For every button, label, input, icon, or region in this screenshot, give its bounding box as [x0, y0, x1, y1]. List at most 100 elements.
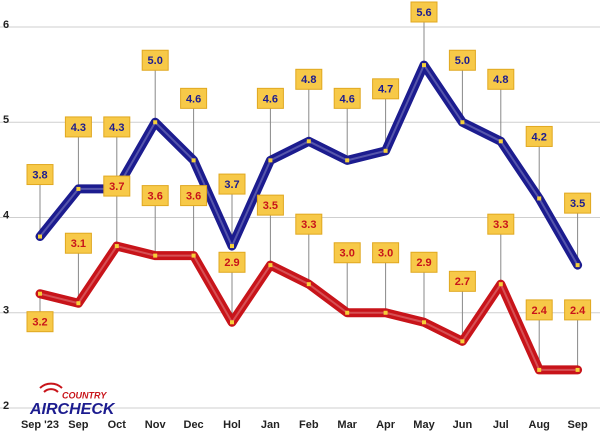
data-point [76, 186, 81, 191]
data-point [230, 244, 234, 249]
value-label: 3.7 [109, 181, 124, 193]
label-box [26, 164, 54, 186]
y-tick-label: 6 [3, 19, 9, 31]
data-point [422, 63, 426, 68]
x-tick-label: Jun [453, 419, 473, 431]
label-box [525, 125, 553, 147]
x-tick-label: Sep [68, 419, 88, 431]
logo: COUNTRY AIRCHECK [29, 382, 116, 418]
value-label: 3.3 [301, 219, 316, 231]
label-box [564, 299, 592, 321]
value-label: 3.1 [71, 238, 86, 250]
label-box [448, 270, 476, 292]
x-tick-label: Jan [261, 419, 280, 431]
x-tick-label: May [413, 419, 435, 431]
data-point [460, 120, 465, 125]
data-point [191, 253, 196, 258]
y-tick-label: 5 [3, 114, 9, 126]
label-box [295, 213, 323, 235]
data-point [460, 339, 465, 344]
data-point [422, 320, 426, 325]
data-point [383, 310, 388, 315]
value-label: 3.5 [263, 200, 278, 212]
label-box [487, 213, 515, 235]
data-point [537, 367, 542, 372]
x-tick-label: Sep '23 [21, 419, 59, 431]
value-label: 3.7 [224, 179, 239, 191]
value-label: 4.6 [263, 93, 278, 105]
label-box [256, 87, 284, 109]
x-tick-label: Feb [299, 419, 319, 431]
label-box [410, 1, 438, 23]
value-label: 3.2 [32, 317, 47, 329]
data-point [306, 139, 311, 144]
x-tick-label: Sep [568, 419, 588, 431]
label-box [333, 87, 361, 109]
x-tick-label: Jul [493, 419, 509, 431]
value-label: 2.7 [455, 276, 470, 288]
data-point [575, 367, 580, 372]
label-box [525, 299, 553, 321]
value-label: 4.6 [340, 93, 355, 105]
x-tick-label: Oct [108, 419, 127, 431]
label-box [448, 49, 476, 71]
data-point [38, 291, 42, 296]
label-box [372, 78, 400, 100]
value-label: 3.0 [378, 248, 393, 260]
data-point [153, 120, 158, 125]
y-tick-label: 4 [3, 209, 10, 221]
value-label: 4.7 [378, 84, 393, 96]
value-label: 3.5 [570, 198, 585, 210]
data-point [230, 320, 234, 325]
value-label: 3.3 [493, 219, 508, 231]
value-label: 3.8 [32, 169, 47, 181]
data-point [498, 139, 503, 144]
label-box [218, 251, 246, 273]
x-tick-label: Hol [223, 419, 241, 431]
label-box [333, 242, 361, 264]
value-label: 5.0 [148, 55, 163, 67]
value-label: 5.0 [455, 55, 470, 67]
label-box [26, 311, 54, 333]
data-point [345, 310, 350, 315]
label-box [64, 116, 92, 138]
value-label: 2.4 [570, 305, 586, 317]
label-box [487, 68, 515, 90]
value-label: 4.6 [186, 93, 201, 105]
data-point [268, 263, 273, 268]
value-label: 3.0 [340, 248, 355, 260]
value-label: 2.4 [532, 305, 548, 317]
value-label: 3.6 [148, 191, 163, 203]
logo-waves [39, 382, 63, 393]
data-point [76, 301, 81, 306]
value-label: 2.9 [416, 257, 431, 269]
label-box [64, 232, 92, 254]
label-box [256, 194, 284, 216]
data-point [537, 196, 542, 201]
value-label: 4.3 [71, 122, 86, 134]
data-point [191, 158, 196, 163]
value-label: 4.8 [493, 74, 508, 86]
value-label: 5.6 [416, 7, 431, 19]
data-point [345, 158, 350, 163]
y-tick-label: 2 [3, 400, 9, 412]
x-tick-label: Nov [145, 419, 167, 431]
value-label: 4.8 [301, 74, 316, 86]
data-point [498, 282, 503, 287]
logo-bottom: AIRCHECK [29, 401, 116, 418]
label-box [410, 251, 438, 273]
label-box [295, 68, 323, 90]
label-box [180, 185, 208, 207]
x-tick-label: Mar [337, 419, 357, 431]
label-box [564, 192, 592, 214]
label-box [180, 87, 208, 109]
data-point [306, 282, 311, 287]
label-box [103, 116, 131, 138]
label-box [141, 185, 169, 207]
x-tick-label: Dec [184, 419, 204, 431]
value-label: 4.2 [532, 131, 547, 143]
y-tick-label: 3 [3, 305, 9, 317]
value-label: 4.3 [109, 122, 124, 134]
logo-top: COUNTRY [62, 390, 107, 400]
